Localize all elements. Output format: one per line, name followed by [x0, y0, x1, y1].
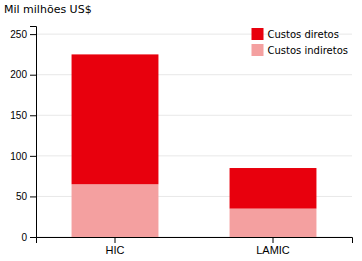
- bar: [230, 168, 317, 209]
- grid: [36, 34, 352, 237]
- y-tick: 200: [10, 69, 36, 80]
- plot-area: 0 50 100 150 200 250 HIC LAMIC: [10, 27, 352, 256]
- legend-label: Custos indiretos: [268, 45, 349, 56]
- y-tick-mark: [30, 34, 36, 35]
- x-tick-label: LAMIC: [256, 244, 290, 256]
- y-tick-label: 0: [21, 232, 27, 243]
- chart-container: 0 50 100 150 200 250 HIC LAMIC Mil milhões US$ Cu…: [0, 0, 362, 261]
- x-tick: LAMIC: [256, 237, 290, 256]
- chart: 0 50 100 150 200 250 HIC LAMIC Mil milhões US$ Cu…: [0, 0, 362, 261]
- y-tick: 100: [10, 151, 36, 162]
- bar: [230, 209, 317, 237]
- bars: [72, 54, 317, 237]
- y-tick-label: 250: [10, 29, 27, 40]
- y-axis: 0 50 100 150 200 250: [10, 27, 36, 243]
- y-tick-mark: [30, 196, 36, 197]
- y-tick-label: 150: [10, 110, 27, 121]
- x-tick-mark: [273, 237, 274, 243]
- y-axis-line: [30, 27, 37, 238]
- y-tick-label: 100: [10, 151, 27, 162]
- x-tick: HIC: [106, 237, 125, 256]
- y-tick-mark: [30, 115, 36, 116]
- bar: [72, 54, 159, 184]
- x-axis-line: [37, 238, 353, 244]
- y-tick: 0: [21, 232, 36, 243]
- x-axis: HIC LAMIC: [37, 237, 353, 256]
- y-label: Mil milhões US$: [4, 3, 92, 16]
- y-tick: 150: [10, 110, 36, 121]
- legend-swatch: [252, 28, 264, 40]
- x-tick-mark: [115, 237, 116, 243]
- legend: Custos diretos Custos indiretos: [252, 28, 349, 56]
- legend-swatch: [252, 44, 264, 56]
- legend-label: Custos diretos: [268, 29, 339, 40]
- y-tick-mark: [30, 237, 36, 238]
- bar: [72, 184, 159, 237]
- y-tick-label: 200: [10, 69, 27, 80]
- legend-item: Custos indiretos: [252, 44, 349, 56]
- x-tick-label: HIC: [106, 244, 125, 256]
- y-tick-label: 50: [16, 191, 28, 202]
- series: [72, 54, 317, 208]
- y-tick-mark: [30, 75, 36, 76]
- y-tick: 250: [10, 29, 36, 40]
- y-tick: 50: [16, 191, 36, 202]
- y-tick-mark: [30, 156, 36, 157]
- legend-item: Custos diretos: [252, 28, 339, 40]
